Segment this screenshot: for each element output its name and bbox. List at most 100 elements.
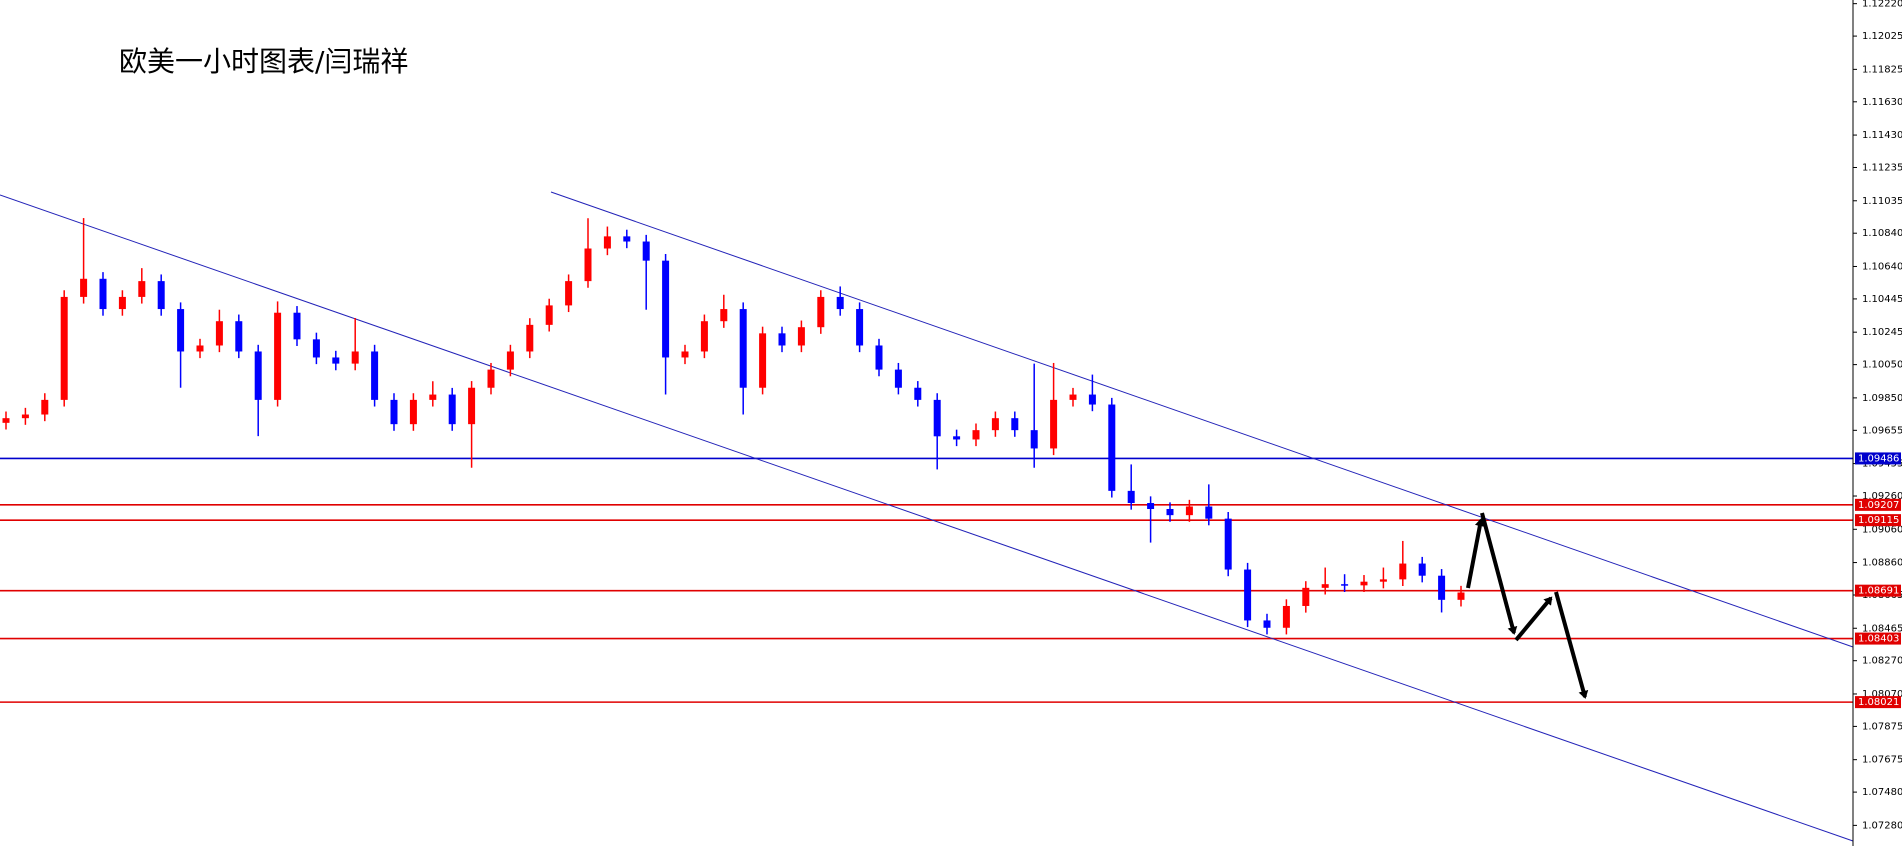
y-tick-label: 1.10445 bbox=[1862, 294, 1902, 305]
y-tick-label: 1.10245 bbox=[1862, 327, 1902, 338]
candle-body bbox=[235, 321, 243, 352]
candle-body bbox=[1360, 581, 1368, 586]
candle-body bbox=[1438, 575, 1446, 600]
candle-body bbox=[138, 281, 146, 297]
candle-body bbox=[487, 369, 495, 388]
candle-body bbox=[448, 394, 456, 425]
candle-body bbox=[41, 399, 49, 415]
candle-body bbox=[991, 418, 999, 431]
candle-body bbox=[21, 414, 29, 419]
y-tick-label: 1.10840 bbox=[1862, 228, 1902, 239]
candle-body bbox=[1011, 418, 1019, 431]
candle-body bbox=[778, 333, 786, 346]
candle-body bbox=[1185, 506, 1193, 516]
candle-body bbox=[1282, 605, 1290, 628]
level-box bbox=[1855, 514, 1901, 527]
candle-body bbox=[1147, 503, 1155, 509]
candle-body bbox=[526, 324, 534, 352]
candle-body bbox=[1166, 508, 1174, 516]
candle-body bbox=[390, 399, 398, 425]
candle-body bbox=[856, 309, 864, 346]
candle-body bbox=[759, 333, 767, 388]
candle-body bbox=[1418, 563, 1426, 576]
candle-body bbox=[953, 436, 961, 440]
candle-body bbox=[196, 345, 204, 352]
level-label: 1.09207 bbox=[1858, 500, 1899, 511]
y-tick-label: 1.11035 bbox=[1862, 196, 1902, 207]
arrow bbox=[1514, 596, 1553, 642]
level-label: 1.08021 bbox=[1858, 697, 1899, 708]
candle-body bbox=[1263, 620, 1271, 628]
y-tick-label: 1.11825 bbox=[1862, 64, 1902, 75]
candle-body bbox=[1088, 394, 1096, 405]
level-label: 1.09486 bbox=[1858, 453, 1899, 464]
candle-body bbox=[351, 351, 359, 364]
candle-body bbox=[99, 278, 107, 310]
candle-body bbox=[1379, 579, 1387, 582]
candle-body bbox=[1127, 490, 1135, 504]
candle-body bbox=[642, 241, 650, 261]
candle-body bbox=[817, 296, 825, 328]
level-box bbox=[1855, 696, 1901, 709]
y-tick-label: 1.08860 bbox=[1862, 558, 1902, 569]
candle-body bbox=[603, 236, 611, 249]
candle-body bbox=[254, 351, 262, 400]
y-tick-label: 1.12025 bbox=[1862, 31, 1902, 42]
y-tick-label: 1.08070 bbox=[1862, 689, 1902, 700]
level-box bbox=[1855, 632, 1901, 645]
level-box bbox=[1855, 452, 1901, 465]
level-labels: 1.09486 1.09207 1.09115 1.08691 1.08403 1.080… bbox=[1855, 452, 1901, 709]
y-tick-label: 1.09655 bbox=[1862, 425, 1902, 436]
y-tick-label: 1.07480 bbox=[1862, 787, 1902, 798]
y-tick-label: 1.12220 bbox=[1862, 0, 1902, 10]
candle-body bbox=[2, 418, 10, 423]
candle-body bbox=[293, 312, 301, 340]
candle-body bbox=[700, 321, 708, 352]
y-tick-label: 1.08465 bbox=[1862, 623, 1902, 634]
candle-body bbox=[972, 430, 980, 440]
level-label: 1.08403 bbox=[1858, 634, 1899, 645]
chart-title: 欧美一小时图表/闫瑞祥 bbox=[119, 45, 408, 78]
arrow bbox=[1554, 591, 1589, 699]
candle-body bbox=[1205, 506, 1213, 519]
forecast-arrows bbox=[1466, 512, 1589, 699]
candle-body bbox=[894, 369, 902, 388]
candle-body bbox=[836, 296, 844, 310]
channel-upper bbox=[550, 191, 1854, 648]
candle-body bbox=[1050, 399, 1058, 449]
candle-body bbox=[584, 248, 592, 282]
candle-body bbox=[1302, 587, 1310, 606]
level-box bbox=[1855, 584, 1901, 597]
candle-body bbox=[80, 278, 88, 297]
candle-body bbox=[60, 296, 68, 400]
candle-body bbox=[1244, 569, 1252, 621]
candle-body bbox=[177, 309, 185, 352]
candle-body bbox=[118, 296, 126, 310]
candle-body bbox=[506, 351, 514, 370]
candle-body bbox=[1341, 584, 1349, 586]
arrow bbox=[1466, 518, 1485, 589]
levels bbox=[0, 457, 1853, 703]
candle-body bbox=[565, 281, 573, 306]
candle-body bbox=[797, 327, 805, 346]
y-tick-label: 1.09260 bbox=[1862, 491, 1902, 502]
candle-body bbox=[1224, 518, 1232, 570]
candle-body bbox=[720, 309, 728, 322]
y-tick-label: 1.07675 bbox=[1862, 755, 1902, 766]
candle-body bbox=[409, 399, 417, 425]
candle-body bbox=[332, 357, 340, 364]
candles bbox=[2, 218, 1465, 635]
y-tick-label: 1.10050 bbox=[1862, 360, 1902, 371]
y-tick-label: 1.07280 bbox=[1862, 820, 1902, 831]
candle-body bbox=[681, 351, 689, 358]
y-tick-label: 1.11430 bbox=[1862, 130, 1902, 141]
candle-body bbox=[1321, 584, 1329, 588]
level-label: 1.09115 bbox=[1858, 515, 1899, 526]
y-tick-label: 1.09060 bbox=[1862, 524, 1902, 535]
y-tick-label: 1.11630 bbox=[1862, 97, 1902, 108]
candle-body bbox=[933, 399, 941, 437]
candle-body bbox=[274, 312, 282, 400]
candle-body bbox=[662, 260, 670, 358]
